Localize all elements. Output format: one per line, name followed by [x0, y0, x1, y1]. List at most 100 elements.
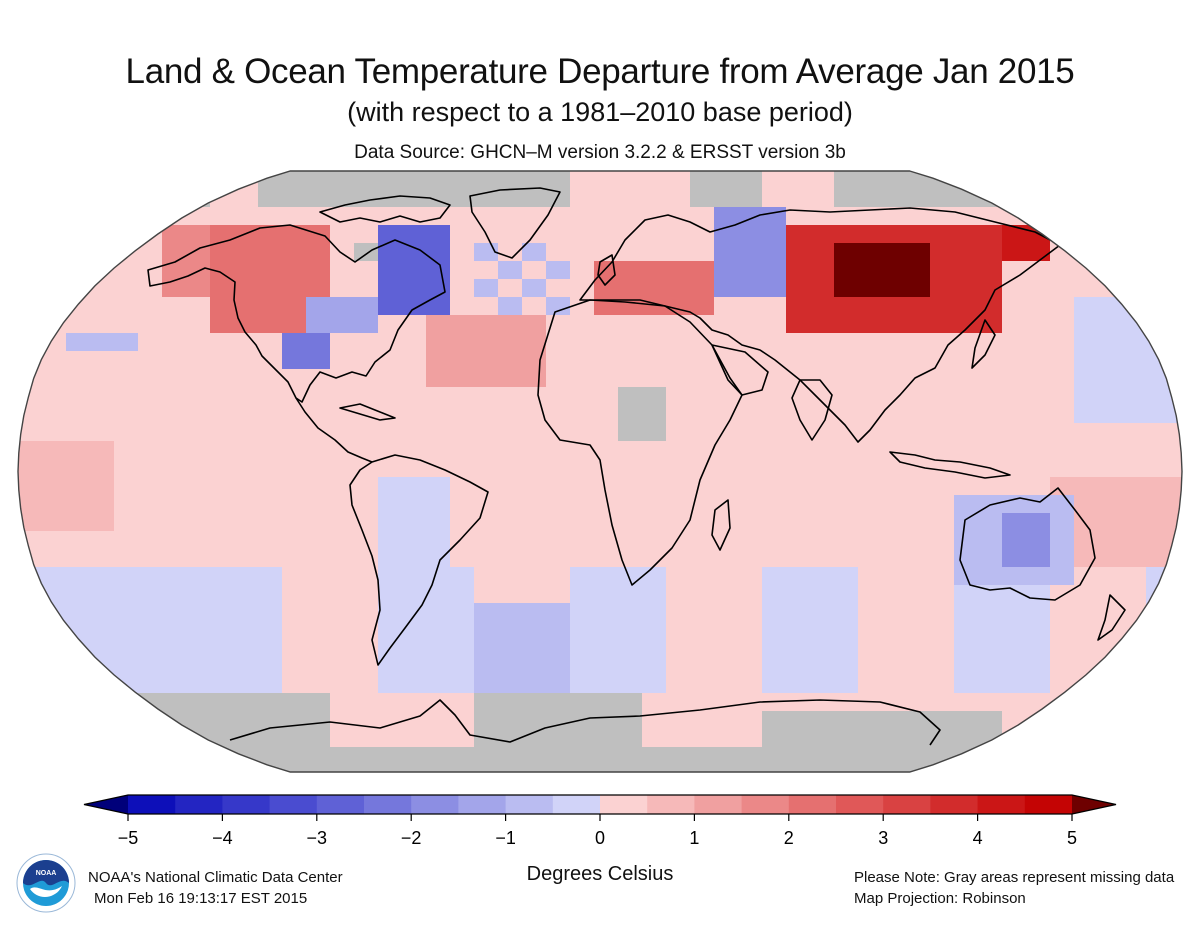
anomaly-cell	[1074, 297, 1099, 316]
anomaly-cell	[498, 495, 523, 514]
colorbar-box	[930, 795, 979, 814]
anomaly-cell	[258, 549, 283, 568]
anomaly-cell	[930, 405, 955, 424]
anomaly-cell	[426, 405, 451, 424]
anomaly-cell	[138, 621, 163, 640]
anomaly-cell	[1074, 315, 1099, 334]
anomaly-cell	[402, 549, 427, 568]
anomaly-cell	[546, 279, 571, 298]
missing-data-cell	[450, 189, 475, 208]
anomaly-cell	[690, 549, 715, 568]
anomaly-cell	[762, 585, 787, 604]
anomaly-cell	[498, 297, 523, 316]
anomaly-cell	[162, 657, 187, 676]
anomaly-cell	[1026, 423, 1051, 442]
anomaly-cell	[450, 585, 475, 604]
anomaly-cell	[330, 495, 355, 514]
anomaly-cell	[522, 495, 547, 514]
missing-data-cell	[378, 189, 403, 208]
missing-data-cell	[642, 747, 667, 766]
anomaly-cell	[210, 207, 235, 226]
colorbar-box	[647, 795, 695, 814]
anomaly-cell	[714, 315, 739, 334]
anomaly-cell	[738, 279, 763, 298]
anomaly-cell	[138, 639, 163, 658]
anomaly-cell	[762, 567, 787, 586]
anomaly-cell	[258, 657, 283, 676]
anomaly-cell	[474, 459, 499, 478]
missing-data-cell	[618, 387, 643, 406]
anomaly-cell	[402, 315, 427, 334]
anomaly-cell	[186, 333, 211, 352]
anomaly-cell	[330, 585, 355, 604]
anomaly-cell	[234, 441, 259, 460]
anomaly-cell	[546, 369, 571, 388]
anomaly-cell	[258, 207, 283, 226]
anomaly-cell	[330, 459, 355, 478]
anomaly-cell	[522, 513, 547, 532]
anomaly-cell	[690, 711, 715, 730]
anomaly-cell	[90, 459, 115, 478]
anomaly-cell	[258, 441, 283, 460]
missing-data-cell	[882, 711, 907, 730]
colorbar-box	[269, 795, 318, 814]
anomaly-cell	[330, 261, 355, 280]
missing-data-cell	[570, 693, 595, 712]
anomaly-cell	[378, 513, 403, 532]
colorbar-box	[175, 795, 223, 814]
anomaly-cell	[906, 225, 931, 244]
anomaly-cell	[330, 351, 355, 370]
anomaly-cell	[978, 315, 1003, 334]
anomaly-cell	[810, 243, 835, 262]
anomaly-cell	[258, 369, 283, 388]
anomaly-cell	[210, 315, 235, 334]
anomaly-cell	[762, 603, 787, 622]
anomaly-cell	[1002, 369, 1027, 388]
anomaly-cell	[642, 171, 667, 190]
anomaly-cell	[90, 477, 115, 496]
anomaly-cell	[426, 495, 451, 514]
anomaly-cell	[834, 279, 859, 298]
anomaly-cell	[42, 549, 67, 568]
anomaly-cell	[594, 423, 619, 442]
anomaly-cell	[546, 351, 571, 370]
anomaly-cell	[546, 225, 571, 244]
anomaly-cell	[762, 333, 787, 352]
anomaly-cell	[474, 657, 499, 676]
anomaly-cell	[882, 297, 907, 316]
missing-data-cell	[498, 729, 523, 748]
anomaly-cell	[570, 495, 595, 514]
missing-data-cell	[306, 693, 331, 712]
anomaly-cell	[162, 621, 187, 640]
anomaly-cell	[258, 603, 283, 622]
anomaly-cell	[186, 441, 211, 460]
anomaly-cell	[1074, 477, 1099, 496]
anomaly-cell	[546, 387, 571, 406]
colorbar-box	[600, 795, 648, 814]
anomaly-cell	[738, 225, 763, 244]
anomaly-cell	[762, 225, 787, 244]
missing-data-cell	[426, 765, 451, 772]
anomaly-cell	[354, 477, 379, 496]
anomaly-cell	[834, 513, 859, 532]
anomaly-cell	[306, 351, 331, 370]
anomaly-cell	[402, 207, 427, 226]
anomaly-cell	[450, 567, 475, 586]
missing-data-cell	[714, 765, 739, 772]
anomaly-cell	[762, 171, 787, 190]
map-outline	[17, 170, 1183, 773]
missing-data-cell	[282, 747, 307, 766]
anomaly-cell	[882, 567, 907, 586]
anomaly-cell	[1122, 531, 1147, 550]
anomaly-cell	[858, 621, 883, 640]
anomaly-cell	[90, 369, 115, 388]
missing-data-cell	[522, 693, 547, 712]
anomaly-cell	[114, 531, 139, 550]
anomaly-cell	[1122, 459, 1147, 478]
anomaly-cell	[762, 387, 787, 406]
anomaly-cell	[450, 351, 475, 370]
anomaly-cell	[498, 603, 523, 622]
anomaly-cell	[834, 693, 859, 712]
anomaly-cell	[642, 315, 667, 334]
anomaly-cell	[234, 333, 259, 352]
